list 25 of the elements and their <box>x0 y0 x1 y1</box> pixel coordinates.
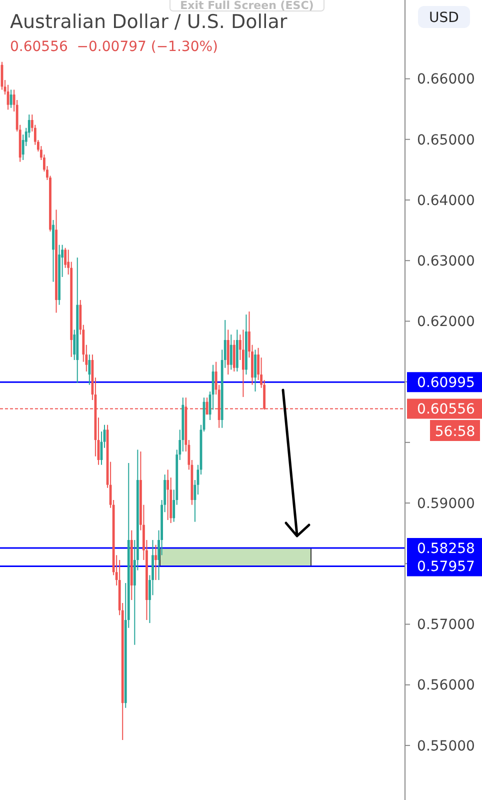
text: USD <box>429 10 459 26</box>
text: 56:58 <box>434 424 476 440</box>
y-tick-label: 0.65000 <box>417 132 475 148</box>
candlestick <box>232 340 236 372</box>
candlestick <box>166 469 170 520</box>
candlestick <box>154 544 157 580</box>
candlestick <box>230 334 232 370</box>
text: 0.60556 −0.00797 (−1.30%) <box>10 39 218 55</box>
candlestick <box>254 349 256 392</box>
y-tick-label: 0.62000 <box>417 314 475 330</box>
ref-line-label: 0.57957 <box>417 559 475 576</box>
y-tick-label: 0.59000 <box>417 496 475 512</box>
y-tick-label: 0.63000 <box>417 254 475 270</box>
y-tick-label: 0.57000 <box>417 617 475 634</box>
ref-line-label: 0.60995 <box>417 375 475 392</box>
candlestick <box>88 354 91 386</box>
annotation: Exit Full Screen (ESC) <box>180 0 314 12</box>
y-tick-label: 0.66000 <box>417 72 475 88</box>
y-tick-label: 0.64000 <box>417 192 475 209</box>
candlestick <box>242 329 244 398</box>
ref-line-label: 0.58258 <box>417 540 475 557</box>
text: Australian Dollar / U.S. Dollar <box>10 11 288 33</box>
ref-line-label: 0.60556 <box>417 402 476 418</box>
y-tick-label: 0.56000 <box>417 678 475 694</box>
y-tick-label: 0.55000 <box>417 738 475 754</box>
